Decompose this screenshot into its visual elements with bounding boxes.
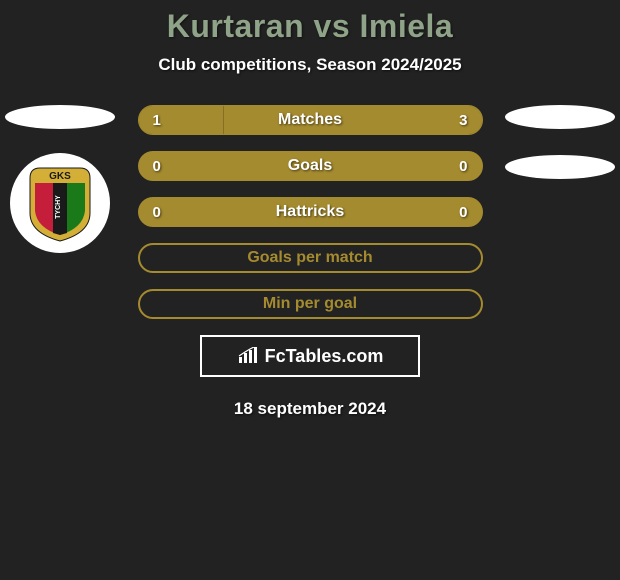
page-subtitle: Club competitions, Season 2024/2025	[0, 55, 620, 75]
player-right-placeholder	[505, 105, 615, 129]
bar-value-right: 0	[459, 152, 467, 180]
club-left-badge: GKS TYCHY	[10, 153, 110, 253]
badge-text-bottom: TYCHY	[55, 195, 62, 219]
date-text: 18 september 2024	[0, 399, 620, 419]
badge-text-top: GKS	[49, 171, 71, 182]
infographic-root: Kurtaran vs Imiela Club competitions, Se…	[0, 0, 620, 419]
club-right-placeholder	[505, 155, 615, 179]
player-left-placeholder	[5, 105, 115, 129]
bar-label: Hattricks	[139, 198, 482, 226]
bar-row-gpm: Goals per match	[138, 243, 483, 273]
bar-row-mpg: Min per goal	[138, 289, 483, 319]
bar-value-right: 3	[459, 106, 467, 134]
main-area: GKS TYCHY 1 Matches 3 0 Goals 0 0	[0, 105, 620, 419]
bar-label: Goals	[139, 152, 482, 180]
page-title: Kurtaran vs Imiela	[0, 8, 620, 45]
brand-text: FcTables.com	[265, 346, 384, 367]
brand-box: FcTables.com	[200, 335, 420, 377]
bar-label: Goals per match	[140, 245, 481, 271]
gks-tychy-shield-icon: GKS TYCHY	[25, 163, 95, 243]
comparison-bars: 1 Matches 3 0 Goals 0 0 Hattricks 0 Goal…	[138, 105, 483, 319]
bar-label: Matches	[139, 106, 482, 134]
bar-chart-icon	[237, 347, 259, 365]
bar-label: Min per goal	[140, 291, 481, 317]
bar-value-right: 0	[459, 198, 467, 226]
bar-row-goals: 0 Goals 0	[138, 151, 483, 181]
bar-row-hattricks: 0 Hattricks 0	[138, 197, 483, 227]
bar-row-matches: 1 Matches 3	[138, 105, 483, 135]
